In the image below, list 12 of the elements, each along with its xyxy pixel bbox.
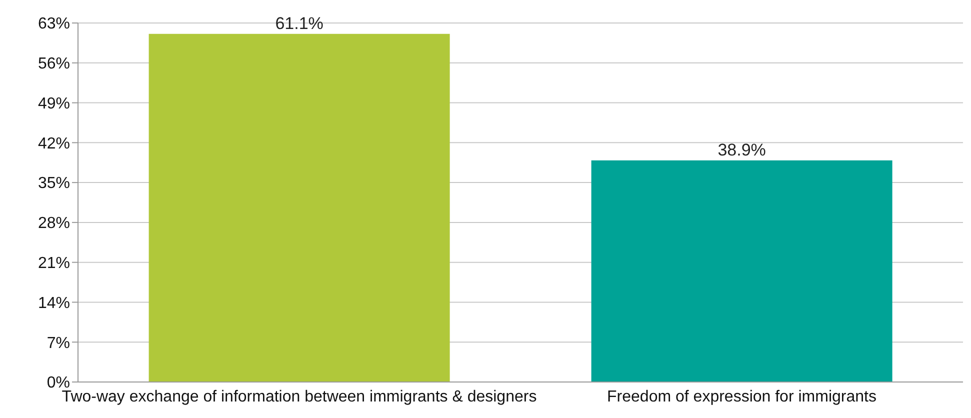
- data-label: 38.9%: [718, 140, 766, 160]
- y-tick-label: 14%: [38, 294, 70, 312]
- y-tick-label: 21%: [38, 255, 70, 272]
- y-tick-label: 42%: [38, 135, 70, 152]
- y-tick-label: 7%: [46, 334, 70, 352]
- y-tick-label: 56%: [38, 56, 70, 73]
- y-tick-label: 35%: [38, 175, 70, 192]
- y-tick-label: 49%: [38, 95, 70, 112]
- data-label: 61.1%: [275, 14, 324, 33]
- y-tick-label: 28%: [38, 215, 70, 232]
- y-tick-label: 63%: [38, 16, 70, 33]
- x-tick-label: Freedom of expression for immigrants: [607, 388, 876, 406]
